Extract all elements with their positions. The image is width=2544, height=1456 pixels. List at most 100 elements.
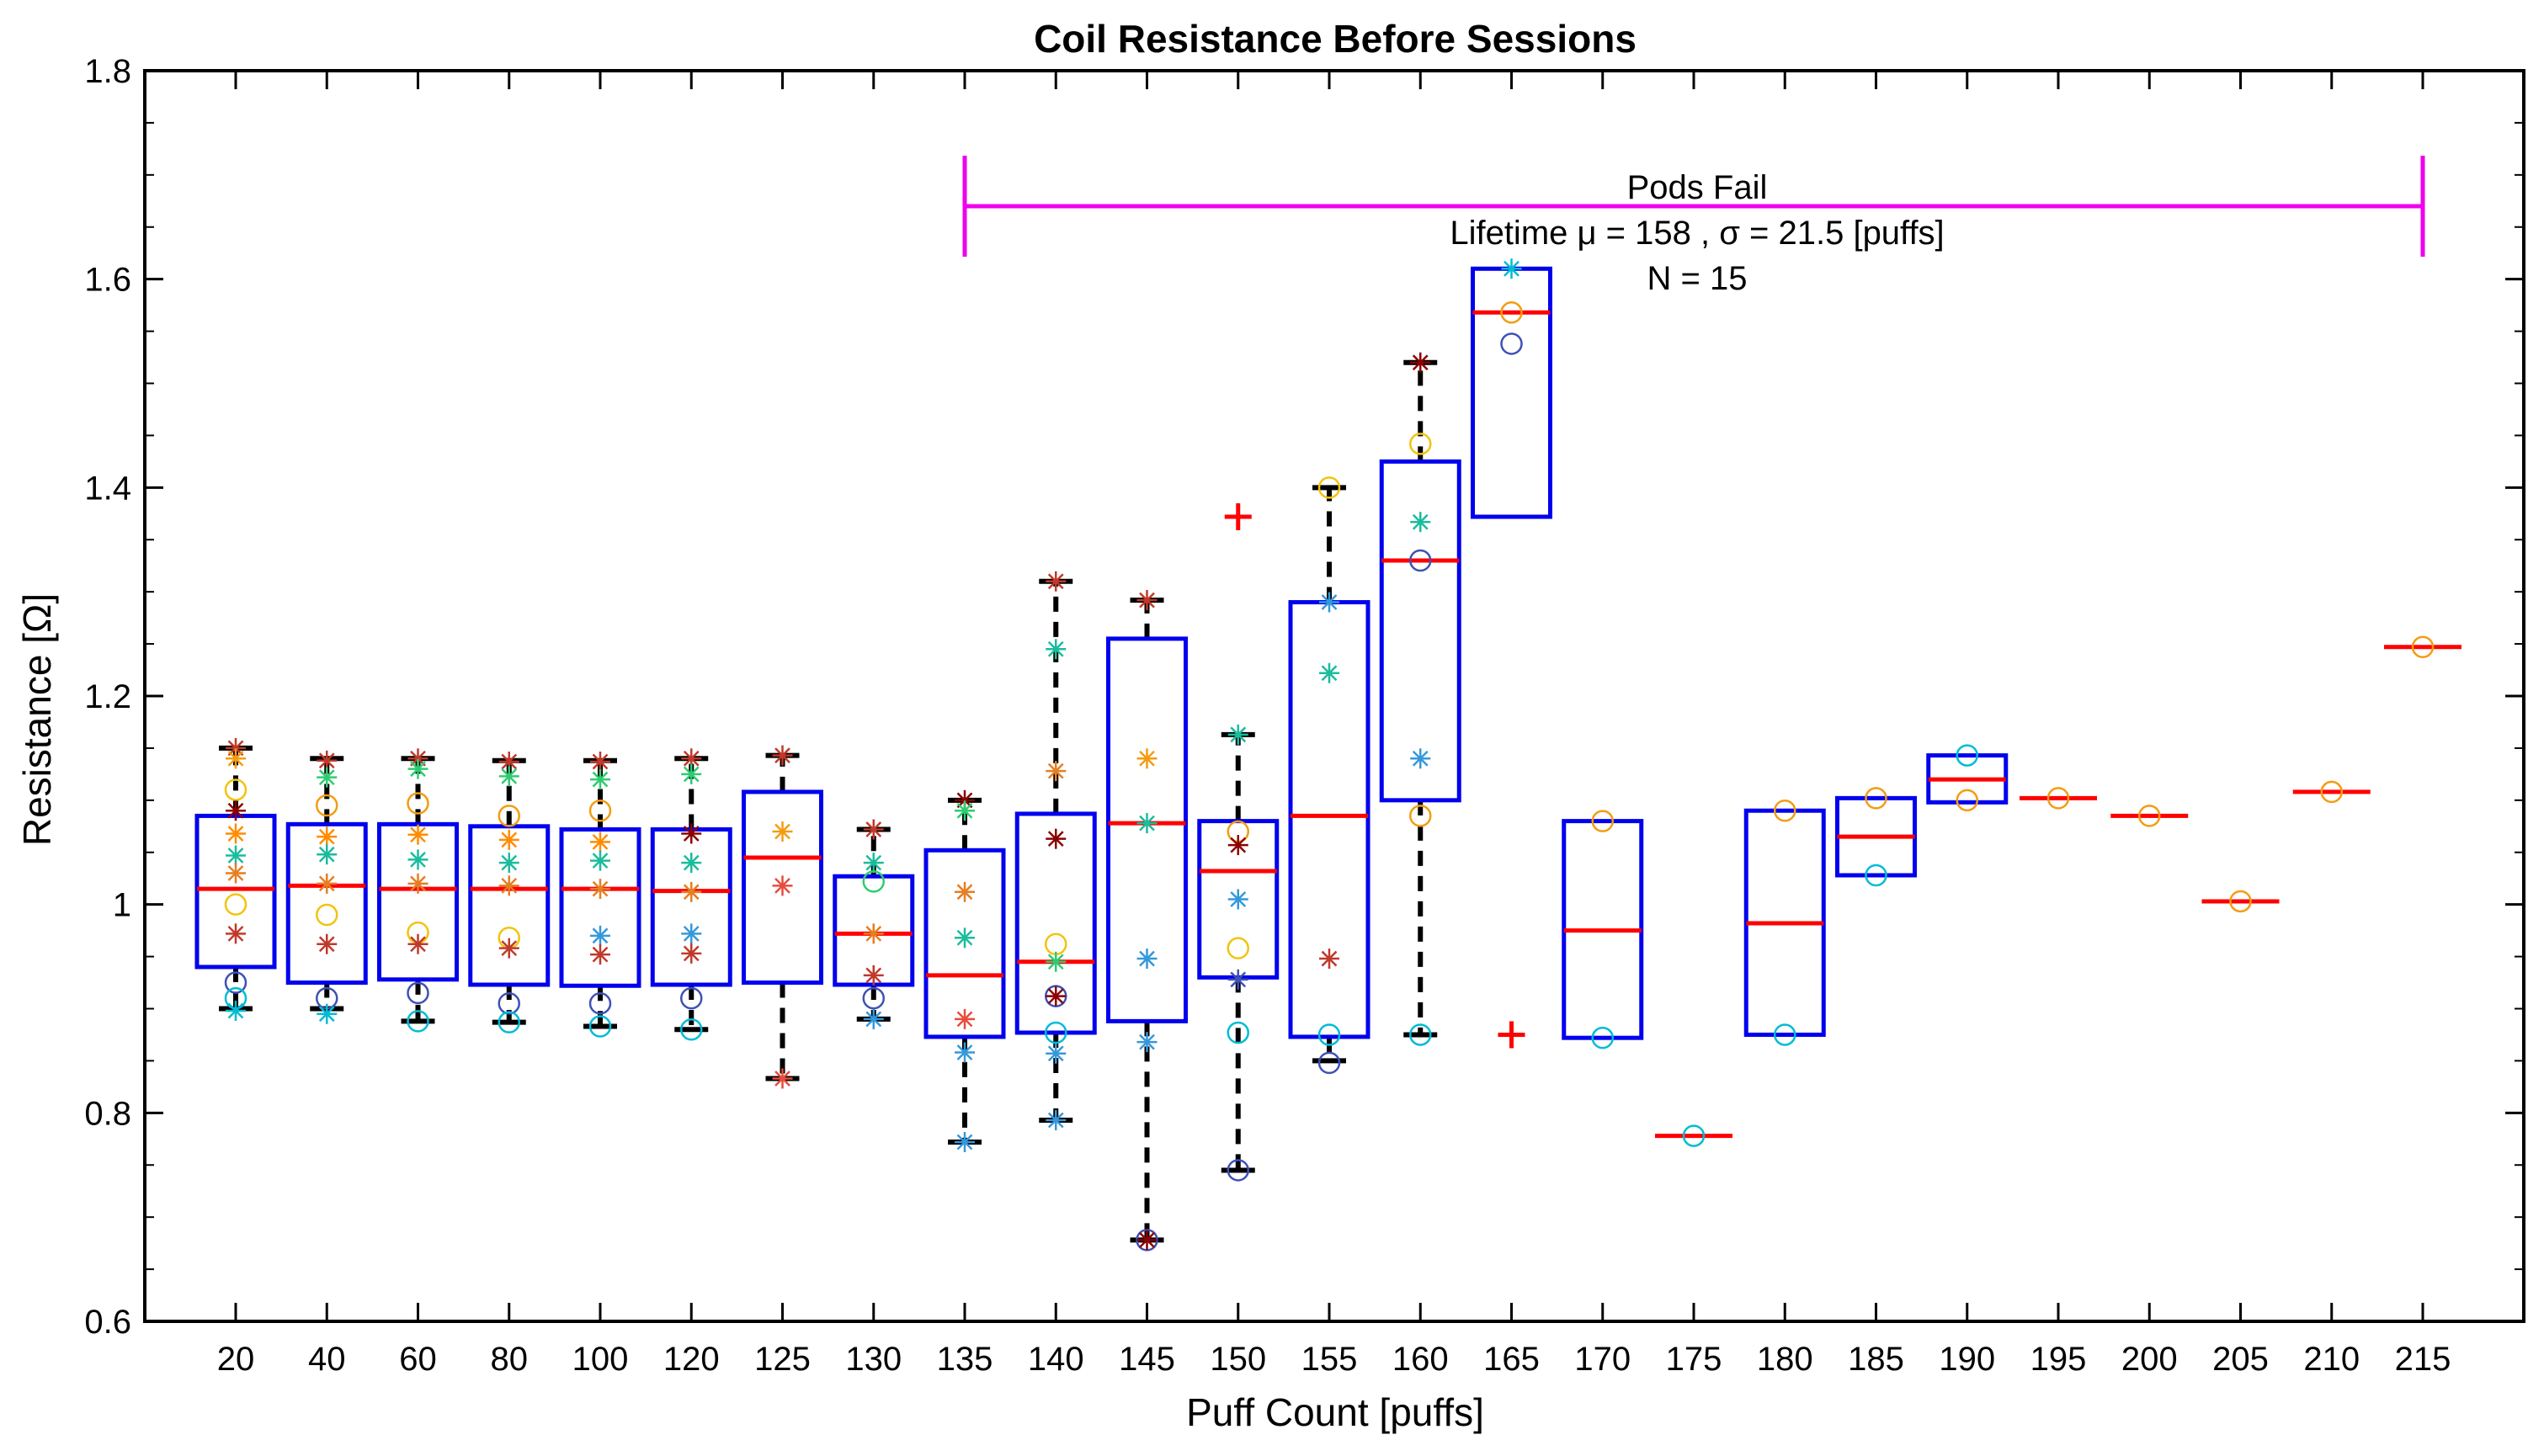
x-tick-label: 180 (1757, 1341, 1813, 1378)
star-stroke (1230, 971, 1247, 988)
x-tick-label: 140 (1028, 1341, 1084, 1378)
star-stroke (1139, 592, 1155, 608)
point-circle (1865, 864, 1887, 887)
point-star (1227, 969, 1248, 990)
x-tick-label: 155 (1301, 1341, 1358, 1378)
point-circle (1227, 1021, 1249, 1044)
star-stroke (1047, 988, 1064, 1005)
star-stroke (683, 884, 700, 901)
x-tick-label: 145 (1119, 1341, 1175, 1378)
star-stroke (410, 761, 426, 778)
star-stroke (318, 875, 335, 892)
point-circle (1591, 1026, 1614, 1049)
point-circle (316, 794, 338, 817)
x-tick-label: 130 (845, 1341, 902, 1378)
star-stroke (592, 853, 609, 869)
point-star (590, 752, 610, 773)
x-tick-label: 135 (937, 1341, 993, 1378)
x-tick-label: 125 (754, 1341, 811, 1378)
point-star (955, 1132, 975, 1153)
star-stroke (501, 940, 518, 957)
point-circle (1500, 301, 1523, 324)
box-marks (194, 266, 2462, 1243)
x-tick-label: 185 (1848, 1341, 1904, 1378)
star-stroke (227, 750, 244, 767)
point-star (681, 881, 702, 902)
x-tick-label: 150 (1210, 1341, 1266, 1378)
star-stroke (318, 846, 335, 863)
point-star (955, 800, 975, 821)
point-circle (588, 992, 612, 1015)
y-axis: 0.6 0.8 1 1.2 1.4 1.6 1.8 (84, 53, 2524, 1341)
star-stroke (592, 833, 609, 850)
point-star (407, 758, 428, 779)
point-star (317, 1003, 338, 1024)
y-tick-label: 1.6 (84, 262, 131, 299)
star-stroke (501, 832, 518, 848)
box-140 (1014, 578, 1097, 1124)
plot-area (143, 69, 2525, 1323)
x-tick-label: 210 (2303, 1341, 2360, 1378)
x-axis: 20 40 60 80 100 120 125 130 135 140 145 150 155 160 16… (217, 71, 2451, 1378)
point-star (681, 943, 702, 964)
star-stroke (1047, 1112, 1064, 1129)
star-stroke (1321, 665, 1338, 682)
x-tick-label: 175 (1666, 1341, 1722, 1378)
x-tick-label: 170 (1574, 1341, 1631, 1378)
pods-fail-annotation: Pods Fail Lifetime μ = 158 , σ = 21.5 [p… (962, 155, 2425, 297)
x-tick-label: 60 (399, 1341, 437, 1378)
point-star (772, 875, 793, 896)
data-points (224, 258, 2435, 1251)
star-stroke (1047, 573, 1064, 590)
star-stroke (1139, 1232, 1155, 1248)
point-circle (224, 893, 247, 916)
star-stroke (592, 946, 609, 963)
star-stroke (410, 852, 426, 868)
box-rect (377, 821, 459, 982)
point-circle (1500, 332, 1523, 355)
point-star (1046, 639, 1067, 660)
star-stroke (1047, 954, 1064, 970)
star-stroke (1139, 750, 1155, 767)
star-stroke (774, 747, 790, 763)
x-tick-label: 120 (663, 1341, 720, 1378)
box-155 (1288, 485, 1370, 1064)
point-circle (2320, 780, 2343, 804)
box-170 (1562, 819, 1644, 1040)
annotation-line3: N = 15 (1647, 260, 1748, 297)
star-stroke (1321, 950, 1338, 967)
box-150 (1197, 503, 1280, 1173)
box-rect (285, 821, 368, 986)
point-star (226, 845, 246, 866)
point-circle (1956, 744, 1978, 767)
box-rect (559, 827, 641, 988)
star-stroke (683, 945, 700, 962)
point-star (407, 849, 428, 870)
point-star (317, 767, 338, 788)
point-star (1136, 949, 1158, 970)
point-circle (2411, 635, 2435, 659)
point-circle (498, 805, 520, 827)
point-circle (1317, 1051, 1341, 1075)
point-star (772, 1068, 793, 1089)
point-star (863, 819, 884, 840)
star-stroke (1321, 594, 1338, 610)
y-tick-label: 0.8 (84, 1095, 131, 1132)
point-star (955, 1008, 975, 1029)
point-circle (862, 870, 885, 893)
star-stroke (683, 750, 700, 767)
point-star (407, 933, 428, 954)
x-tick-label: 160 (1392, 1341, 1449, 1378)
star-stroke (1504, 260, 1519, 277)
star-stroke (1047, 831, 1064, 848)
box-135 (923, 797, 1006, 1145)
star-stroke (592, 880, 609, 897)
point-star (1227, 724, 1248, 745)
star-stroke (956, 884, 973, 901)
point-star (1136, 590, 1158, 611)
point-circle (1774, 1023, 1796, 1046)
star-stroke (774, 877, 790, 894)
point-star (590, 832, 610, 853)
point-star (681, 853, 702, 874)
point-star (772, 745, 793, 766)
